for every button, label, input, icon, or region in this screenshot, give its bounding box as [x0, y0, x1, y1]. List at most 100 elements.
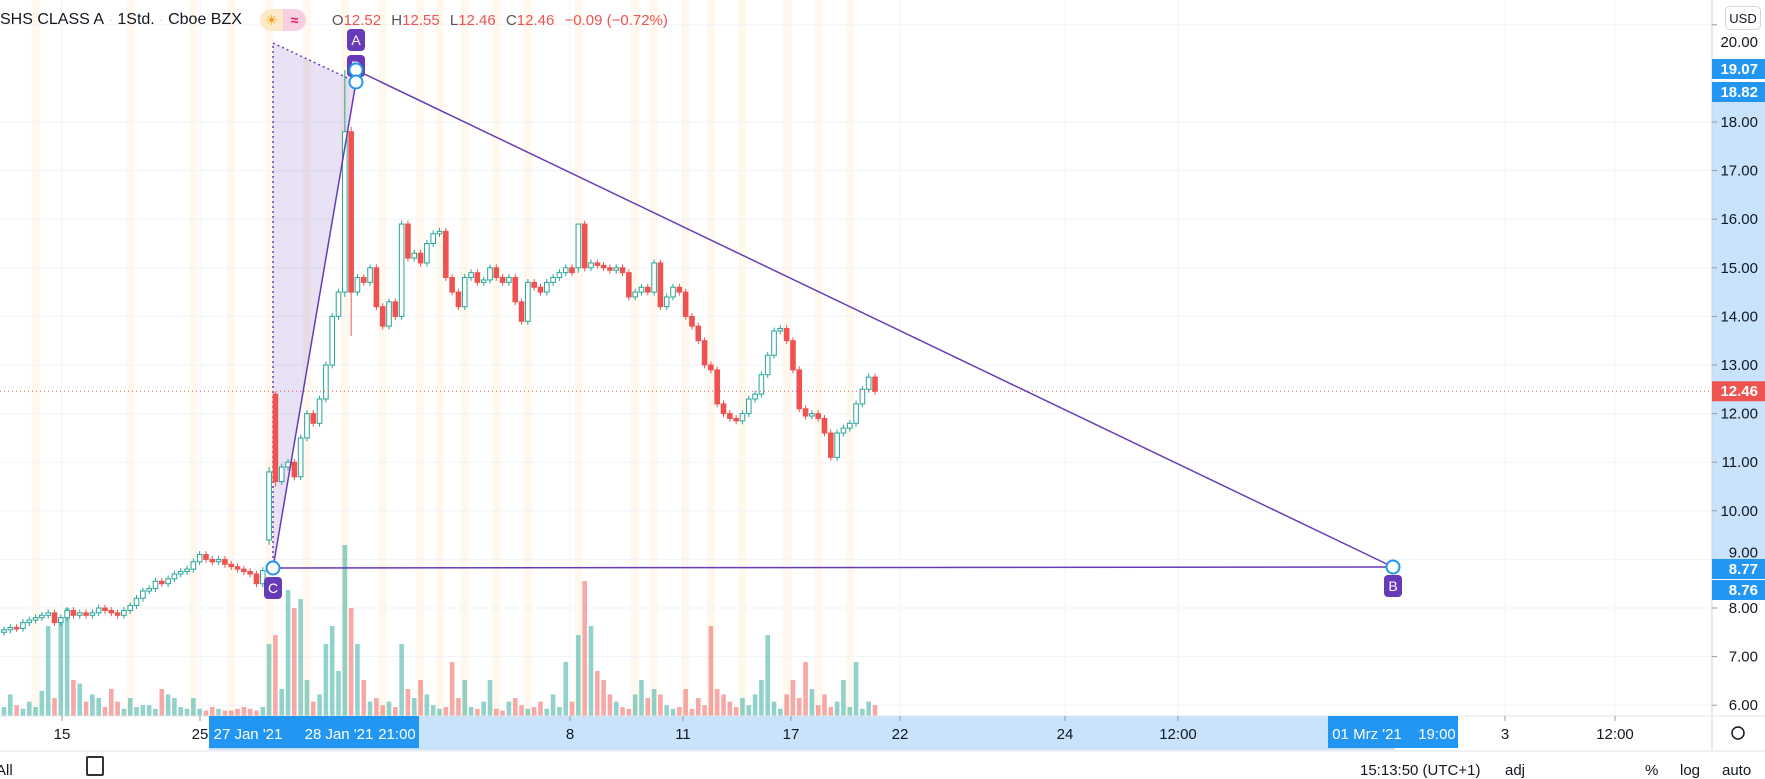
volume-bar	[361, 680, 367, 716]
volume-bar	[443, 707, 449, 716]
volume-bar	[727, 701, 733, 716]
session-break-band	[523, 0, 532, 716]
candle-body	[234, 566, 241, 570]
point-b-badge[interactable]	[1384, 575, 1402, 597]
session-break-band	[435, 0, 444, 716]
candle-body	[783, 328, 790, 342]
candle-body	[83, 612, 89, 616]
volume-bar	[506, 701, 512, 716]
interval[interactable]: 1Std.	[117, 11, 155, 28]
volume-bar	[481, 701, 486, 716]
candle-body	[853, 403, 859, 424]
candle-body	[32, 617, 39, 621]
point-c-label: C	[268, 580, 278, 596]
volume-bar	[247, 708, 253, 716]
point-b-label: B	[1388, 578, 1397, 594]
volume-bar	[740, 698, 745, 716]
high-value: 12.55	[402, 11, 440, 29]
candle-body	[651, 262, 657, 293]
adj-toggle[interactable]: adj	[1505, 762, 1526, 779]
candle-body	[20, 622, 26, 629]
volume-bar	[83, 701, 89, 716]
separator: ·	[109, 14, 113, 26]
symbol-name[interactable]: SHS CLASS A	[0, 11, 105, 28]
candle-body	[360, 277, 367, 283]
close-label: C	[505, 11, 517, 29]
volume-bar	[336, 671, 341, 716]
point-c-badge[interactable]	[264, 577, 282, 599]
candle-body	[228, 563, 235, 568]
symbol-legend: SHS CLASS A · 1Std. · Cboe BZX ☀ ≈ O12.5…	[0, 8, 668, 32]
volume-bar	[449, 662, 455, 716]
volume-bar	[367, 701, 373, 716]
drag-handle[interactable]	[1385, 559, 1401, 575]
candle-body	[720, 403, 727, 415]
volume-bar	[355, 644, 360, 716]
volume-bar	[184, 708, 190, 716]
volume-bar	[140, 705, 146, 716]
volume-bar	[796, 698, 802, 716]
point-a-badge[interactable]	[347, 29, 365, 51]
session-status[interactable]: ☀ ≈	[259, 9, 306, 31]
volume-bar	[374, 698, 379, 716]
volume-bar	[790, 680, 796, 716]
price-marker	[1712, 59, 1765, 79]
volume-bar	[266, 644, 272, 716]
volume-bar	[178, 707, 184, 716]
candle-body	[430, 233, 436, 244]
volume-bar	[127, 698, 133, 716]
log-toggle[interactable]: log	[1680, 762, 1701, 779]
drag-handle[interactable]	[348, 74, 364, 90]
volume-bar	[828, 707, 834, 716]
price-chart[interactable]: ADCB20.0018.0017.0016.0015.0014.0013.001…	[0, 0, 1765, 752]
volume-bar	[298, 599, 303, 716]
volume-bar	[393, 707, 398, 716]
volume-bar	[626, 708, 632, 716]
candle-body	[727, 413, 733, 419]
percent-toggle[interactable]: %	[1645, 762, 1659, 779]
candle-body	[177, 571, 184, 575]
candle-body	[76, 612, 83, 616]
volume-bar	[273, 635, 278, 716]
wave-icon: ≈	[282, 9, 306, 31]
candle-body	[152, 580, 159, 590]
volume-bar	[538, 701, 543, 716]
session-break-band	[845, 0, 854, 716]
volume-bar	[576, 635, 581, 716]
auto-toggle[interactable]: auto	[1722, 762, 1752, 779]
candle-body	[247, 571, 253, 575]
candle-body	[171, 573, 178, 580]
candle-body	[89, 612, 96, 616]
candle-body	[398, 223, 405, 317]
candle-body	[259, 570, 266, 585]
candle-body	[39, 614, 45, 619]
currency-button[interactable]: USD	[1725, 6, 1761, 30]
candle-body	[411, 252, 418, 259]
clock[interactable]: 15:13:50 (UTC+1)	[1360, 762, 1481, 779]
volume-bar	[544, 708, 550, 716]
time-tick-label: 25	[192, 726, 209, 743]
candle-body	[474, 272, 481, 283]
volume-bar	[216, 708, 221, 716]
range-all-button[interactable]: All	[0, 762, 13, 779]
time-tick-label: 15	[54, 726, 71, 743]
time-tick-label: 12:00	[1596, 726, 1634, 743]
candle-body	[241, 568, 247, 573]
volume-bar	[683, 689, 688, 716]
volume-bar	[677, 707, 682, 716]
volume-bar	[601, 680, 606, 716]
candle-body	[859, 388, 866, 405]
candle-body	[417, 252, 424, 264]
gear-icon[interactable]	[1731, 726, 1745, 740]
candle-body	[449, 277, 455, 293]
time-marker-label: 19:00	[1418, 726, 1456, 743]
volume-bar	[102, 707, 108, 716]
candle-body	[802, 408, 809, 417]
calendar-icon[interactable]	[86, 756, 104, 776]
high-label: H	[391, 11, 403, 29]
drag-handle[interactable]	[265, 560, 281, 576]
volume-bar	[108, 689, 114, 716]
volume-bar	[317, 694, 322, 716]
candle-body	[537, 286, 544, 293]
price-marker-label: 8.77	[1729, 561, 1758, 578]
